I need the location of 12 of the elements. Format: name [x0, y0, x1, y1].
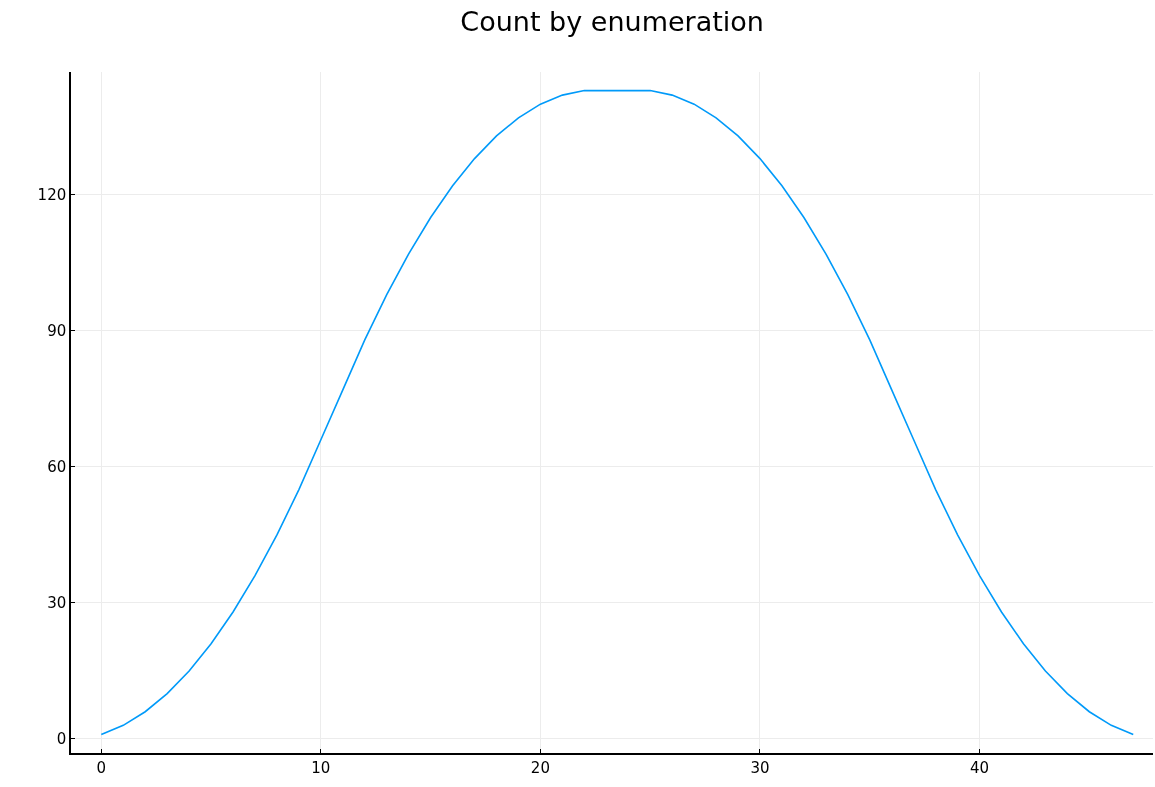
x-tick-label: 0 [96, 758, 107, 777]
x-tick-label: 10 [311, 758, 331, 777]
line-series [100, 89, 1135, 736]
y-tick-label: 120 [37, 186, 67, 205]
y-tick-label: 90 [47, 322, 67, 341]
y-tick-label: 0 [56, 730, 67, 749]
x-tick-label: 40 [970, 758, 990, 777]
chart-title: Count by enumeration [460, 5, 764, 37]
y-tick-label: 30 [47, 594, 67, 613]
x-tick-label: 30 [750, 758, 770, 777]
y-tick-label: 60 [47, 458, 67, 477]
x-tick-label: 20 [530, 758, 550, 777]
